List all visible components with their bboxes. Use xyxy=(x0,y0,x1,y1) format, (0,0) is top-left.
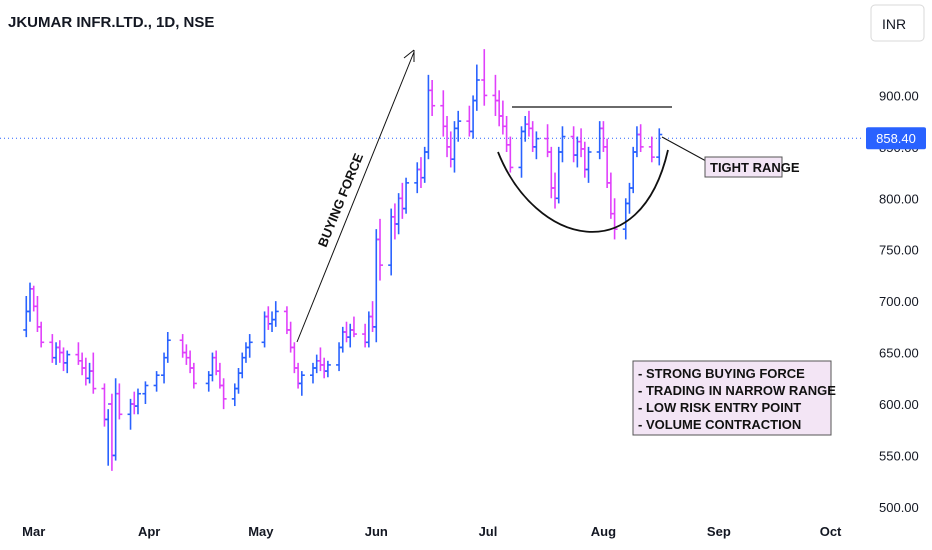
x-tick-label: Jun xyxy=(365,524,388,539)
y-tick-label: 600.00 xyxy=(879,397,919,412)
ohlc-bar xyxy=(64,350,71,374)
ohlc-bar xyxy=(116,383,123,420)
ohlc-bar xyxy=(403,177,410,214)
ohlc-bar xyxy=(656,128,663,166)
tight-range-pointer xyxy=(661,136,707,162)
y-tick-label: 650.00 xyxy=(879,346,919,361)
last-price-label: 858.40 xyxy=(876,131,916,146)
x-tick-label: Aug xyxy=(591,524,616,539)
ohlc-bar xyxy=(298,371,305,396)
y-tick-label: 500.00 xyxy=(879,500,919,515)
time-axis[interactable]: Mar Apr May Jun Jul Aug Sep Oct xyxy=(22,524,842,539)
ohlc-bar xyxy=(324,360,331,378)
ohlc-bar xyxy=(134,388,141,415)
x-tick-label: Apr xyxy=(138,524,160,539)
buying-force-arrow xyxy=(296,51,415,343)
ohlc-bar xyxy=(533,131,540,160)
ohlc-bar xyxy=(272,301,279,327)
y-tick-label: 700.00 xyxy=(879,294,919,309)
currency-box[interactable]: INR xyxy=(870,4,925,42)
ohlc-bar xyxy=(481,49,488,106)
ohlc-bar xyxy=(153,371,160,392)
cup-curve xyxy=(497,149,669,233)
ohlc-bar xyxy=(38,321,45,348)
ohlc-bar xyxy=(507,136,514,173)
x-tick-label: Mar xyxy=(22,524,45,539)
ohlc-bar xyxy=(473,64,480,111)
ohlc-bar xyxy=(377,218,384,281)
ohlc-bar xyxy=(190,362,197,389)
ohlc-bar xyxy=(585,146,592,183)
y-tick-label: 900.00 xyxy=(879,88,919,103)
x-tick-label: Sep xyxy=(707,524,731,539)
ohlc-bar xyxy=(350,316,357,338)
x-tick-label: Jul xyxy=(479,524,498,539)
arrowhead-icon xyxy=(403,49,415,62)
ohlc-bar xyxy=(90,352,97,394)
notes-box xyxy=(632,360,832,436)
ohlc-bar xyxy=(455,110,462,142)
ohlc-bar xyxy=(648,136,655,163)
ohlc-bar xyxy=(246,334,253,358)
x-tick-label: Oct xyxy=(820,524,842,539)
y-tick-label: 750.00 xyxy=(879,243,919,258)
tight-range-label: TIGHT RANGE xyxy=(710,160,800,175)
ohlc-bar xyxy=(429,80,436,116)
ohlc-bar xyxy=(164,332,171,363)
y-tick-label: 800.00 xyxy=(879,191,919,206)
ohlc-bar xyxy=(142,381,149,404)
tight-range-box xyxy=(704,156,783,178)
note-volume-contraction: - VOLUME CONTRACTION xyxy=(638,417,801,432)
note-narrow-range: - TRADING IN NARROW RANGE xyxy=(638,383,836,398)
price-axis[interactable]: 900.00850.00800.00750.00700.00650.00600.… xyxy=(879,88,919,514)
ohlc-bars xyxy=(23,49,663,471)
note-strong-buying-force: - STRONG BUYING FORCE xyxy=(638,366,805,381)
y-tick-label: 550.00 xyxy=(879,448,919,463)
last-price-tag: 858.40 xyxy=(866,127,926,150)
ohlc-bar xyxy=(559,126,566,163)
drawing-layer: BUYING FORCE TIGHT RANGE - STRONG BUYING… xyxy=(296,49,836,436)
note-low-risk-entry: - LOW RISK ENTRY POINT xyxy=(638,400,801,415)
chart-title: JKUMAR INFR.LTD., 1D, NSE xyxy=(8,14,214,31)
ohlc-bar xyxy=(637,124,644,152)
ohlc-bar xyxy=(220,378,227,410)
ohlc-bar xyxy=(611,198,618,240)
x-tick-label: May xyxy=(248,524,274,539)
currency-label: INR xyxy=(882,16,906,32)
